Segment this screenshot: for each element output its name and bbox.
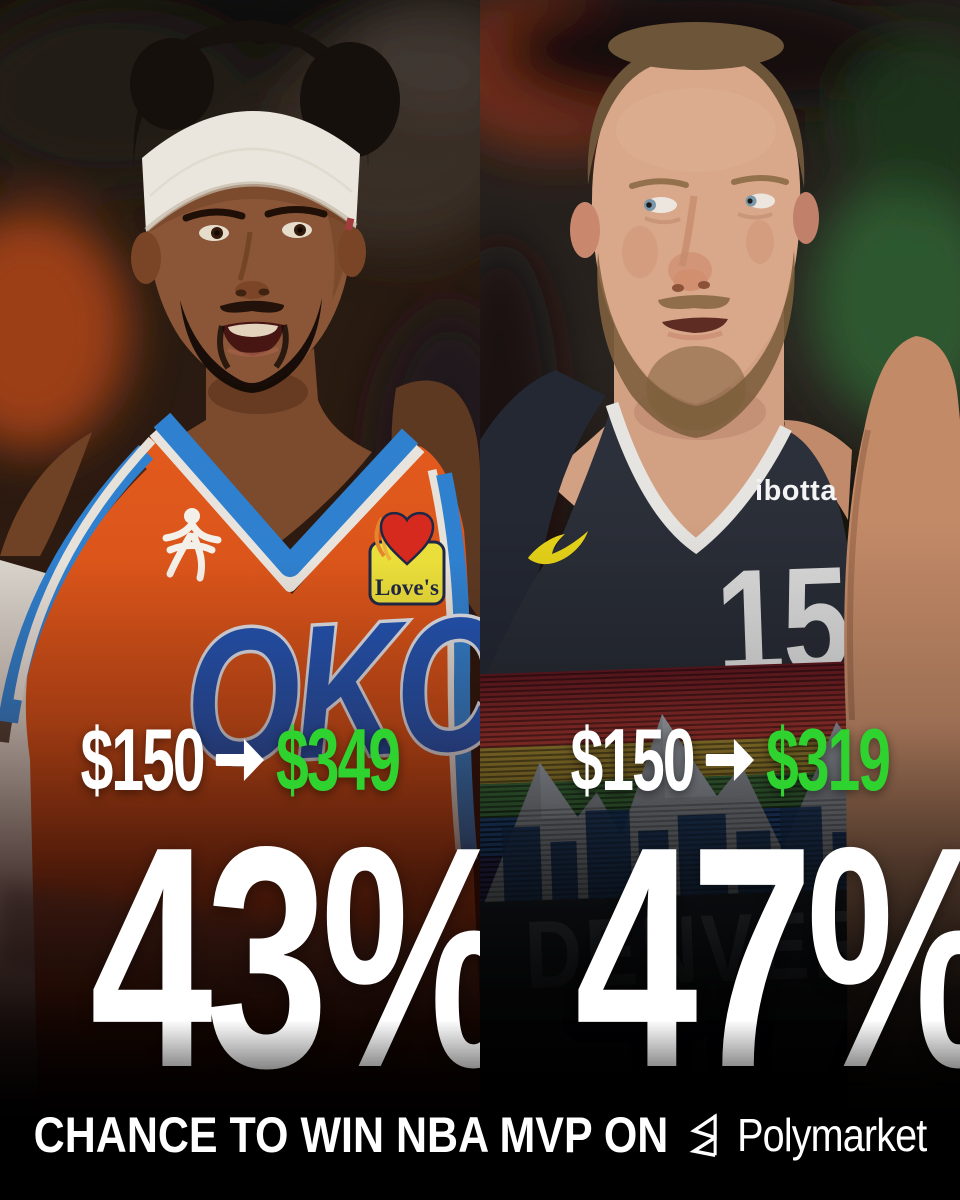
footer-caption-row: CHANCE TO WIN NBA MVP ON Polymarket (0, 1070, 960, 1200)
arrow-right-icon (215, 739, 265, 781)
left-bet-row: $150 $349 (0, 716, 480, 804)
eyebrow (629, 178, 689, 189)
right-bet-row: $150 $319 (480, 716, 960, 804)
nose (678, 195, 698, 267)
beard (180, 298, 322, 393)
payout-amount: $349 (276, 710, 401, 809)
arrow-right-icon (705, 739, 755, 781)
mouth (662, 317, 728, 333)
eyebrow (264, 206, 328, 218)
payout-amount: $319 (766, 710, 891, 809)
left-ear (131, 232, 161, 284)
right-player-head (570, 22, 819, 438)
footer-fade (0, 1020, 960, 1200)
footer-caption: CHANCE TO WIN NBA MVP ON (33, 1107, 669, 1163)
left-ear (570, 202, 600, 258)
polymarket-logo-icon (689, 1113, 717, 1158)
jumpman-icon (162, 508, 222, 582)
sponsor-patch-label: ibotta (755, 475, 837, 507)
nose (237, 231, 253, 281)
left-shoulder (0, 432, 92, 556)
stake-amount: $150 (80, 710, 206, 809)
eyebrow (182, 208, 246, 222)
eyebrow (731, 175, 789, 185)
brand-wordmark: Polymarket (737, 1109, 927, 1161)
stake-amount: $150 (570, 710, 696, 809)
right-ear (338, 227, 366, 277)
right-ear (793, 192, 819, 244)
mustache (658, 294, 730, 309)
left-player-head (130, 20, 400, 393)
headband (142, 110, 360, 232)
mustache (220, 300, 284, 313)
